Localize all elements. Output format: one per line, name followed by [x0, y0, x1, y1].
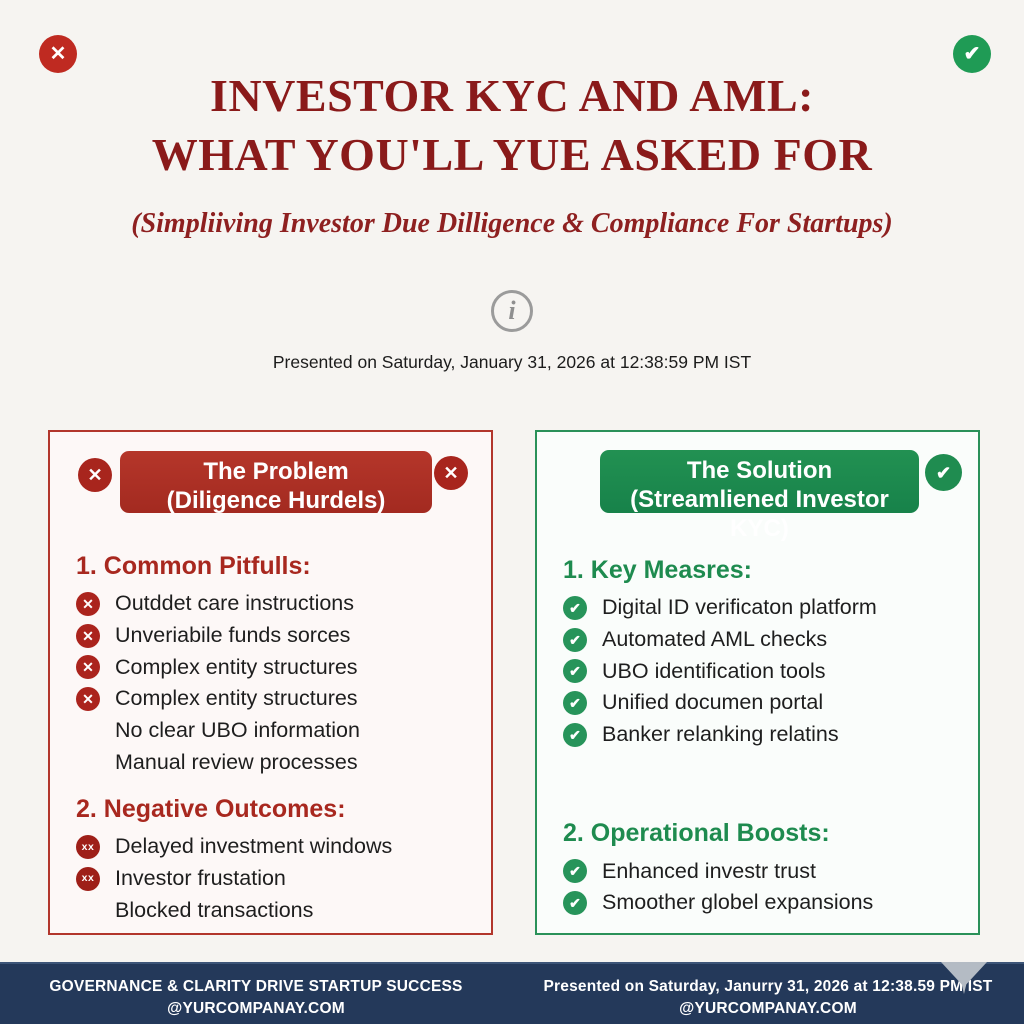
- problem-panel-content: 1. Common Pitfulls: ✕ Outddet care instr…: [76, 513, 477, 926]
- list-item: Manual review processes: [76, 746, 477, 778]
- solution-panel: The Solution (Streamliened Investor KYC)…: [535, 430, 980, 935]
- footer-left: GOVERNANCE & CLARITY DRIVE STARTUP SUCCE…: [0, 964, 512, 1024]
- section-heading: 1. Common Pitfulls:: [76, 552, 311, 580]
- check-circle-icon: ✔: [925, 454, 962, 491]
- list-item-text: Investor frustation: [115, 866, 286, 891]
- solution-header-line2: (Streamliened Investor KYC): [630, 486, 889, 542]
- list-item: ✔ Automated AML checks: [563, 624, 964, 656]
- list-item-text: Digital ID verificaton platform: [602, 595, 877, 620]
- list-item: Blocked transactions: [76, 895, 477, 927]
- list-item: ✔ Smoother globel expansions: [563, 887, 964, 919]
- no-icon-spacer: [76, 750, 100, 774]
- list-item: ✔ Digital ID verificaton platform: [563, 592, 964, 624]
- list-item: ✕ Complex entity structures: [76, 651, 477, 683]
- x-circle-icon: ✕: [78, 458, 112, 492]
- solution-header-line1: The Solution: [686, 457, 833, 484]
- x-circle-icon: ✕: [76, 686, 100, 711]
- list-item: xx Investor frustation: [76, 863, 477, 895]
- list-item-text: Smoother globel expansions: [602, 890, 874, 915]
- check-circle-icon: ✔: [563, 595, 587, 620]
- double-x-circle-icon: xx: [76, 866, 100, 891]
- solution-panel-header: The Solution (Streamliened Investor KYC): [600, 450, 919, 542]
- footer-tagline: GOVERNANCE & CLARITY DRIVE STARTUP SUCCE…: [49, 978, 463, 995]
- info-icon: i: [491, 290, 533, 332]
- list-item: No clear UBO information: [76, 715, 477, 747]
- list-item-text: Unified documen portal: [602, 690, 824, 715]
- check-circle-icon: ✔: [563, 722, 587, 747]
- list-item: xx Delayed investment windows: [76, 831, 477, 863]
- check-circle-icon: ✔: [563, 659, 587, 684]
- list-item-text: Outddet care instructions: [115, 591, 355, 616]
- solution-measures-list: ✔ Digital ID verificaton platform ✔ Auto…: [563, 592, 964, 750]
- list-item-text: Delayed investment windows: [115, 834, 393, 859]
- presented-timestamp: Presented on Saturday, January 31, 2026 …: [272, 352, 752, 372]
- problem-outcomes-list: xx Delayed investment windows xx Investo…: [76, 831, 477, 926]
- x-circle-icon: ✕: [39, 35, 77, 73]
- problem-header-line1: The Problem: [203, 458, 349, 485]
- list-item: ✕ Outddet care instructions: [76, 588, 477, 620]
- check-circle-icon: ✔: [563, 859, 587, 884]
- section-heading: 1. Key Measres:: [563, 556, 753, 584]
- x-circle-icon: ✕: [76, 623, 100, 648]
- page-subtitle: (Simpliiving Investor Due Dilligence & C…: [131, 208, 893, 239]
- footer-right: Presented on Saturday, Janurry 31, 2026 …: [512, 964, 1024, 1024]
- no-icon-spacer: [76, 719, 100, 743]
- footer-bar: GOVERNANCE & CLARITY DRIVE STARTUP SUCCE…: [0, 962, 1024, 1024]
- solution-panel-content: 1. Key Measres: ✔ Digital ID verificaton…: [563, 513, 964, 919]
- footer-handle: @YURCOMPANAY.COM: [679, 1000, 857, 1017]
- list-item: ✕ Unveriabile funds sorces: [76, 620, 477, 652]
- x-circle-icon: ✕: [76, 655, 100, 680]
- list-item-text: Banker relanking relatins: [602, 722, 839, 747]
- check-circle-icon: ✔: [563, 890, 587, 915]
- list-item-text: Unveriabile funds sorces: [115, 623, 351, 648]
- list-item-text: Blocked transactions: [115, 897, 314, 922]
- footer-timestamp: Presented on Saturday, Janurry 31, 2026 …: [543, 978, 993, 995]
- page-title-line2: WHAT YOU'LL YUE ASKED FOR: [151, 129, 873, 180]
- check-circle-icon: ✔: [953, 35, 991, 73]
- problem-panel: ✕ The Problem (Diligence Hurdels) ✕ 1. C…: [48, 430, 493, 935]
- problem-pitfalls-list: ✕ Outddet care instructions ✕ Unveriabil…: [76, 588, 477, 778]
- section-heading: 2. Operational Boosts:: [563, 819, 830, 848]
- x-circle-icon: ✕: [76, 591, 100, 616]
- solution-boosts-list: ✔ Enhanced investr trust ✔ Smoother glob…: [563, 855, 964, 918]
- list-item: ✔ Enhanced investr trust: [563, 855, 964, 887]
- list-item-text: Automated AML checks: [602, 627, 828, 652]
- list-item: ✕ Complex entity structures: [76, 683, 477, 715]
- problem-header-line2: (Diligence Hurdels): [166, 487, 386, 514]
- page-title: INVESTOR KYC AND AML: WHAT YOU'LL YUE AS…: [0, 66, 1024, 184]
- list-item-text: Manual review processes: [115, 749, 358, 774]
- list-item: ✔ UBO identification tools: [563, 655, 964, 687]
- page-title-line1: INVESTOR KYC AND AML:: [210, 70, 814, 121]
- double-x-circle-icon: xx: [76, 834, 100, 859]
- no-icon-spacer: [76, 898, 100, 922]
- footer-handle: @YURCOMPANAY.COM: [167, 1000, 345, 1017]
- problem-panel-header: The Problem (Diligence Hurdels): [120, 451, 432, 514]
- check-circle-icon: ✔: [563, 627, 587, 652]
- x-circle-icon: ✕: [434, 456, 468, 490]
- list-item: ✔ Banker relanking relatins: [563, 719, 964, 751]
- check-circle-icon: ✔: [563, 690, 587, 715]
- list-item-text: UBO identification tools: [602, 658, 826, 683]
- list-item-text: No clear UBO information: [115, 718, 360, 743]
- section-heading: 2. Negative Outcomes:: [76, 795, 346, 824]
- list-item: ✔ Unified documen portal: [563, 687, 964, 719]
- list-item-text: Enhanced investr trust: [602, 858, 816, 883]
- list-item-text: Complex entity structures: [115, 654, 358, 679]
- list-item-text: Complex entity structures: [115, 686, 358, 711]
